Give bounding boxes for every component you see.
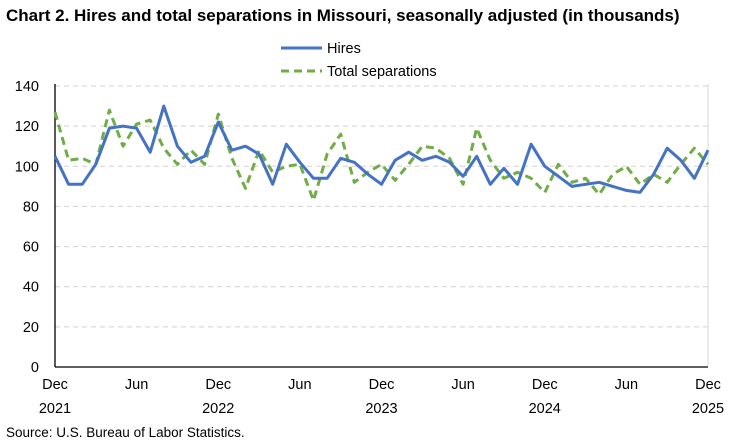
- x-tick-month: Dec: [42, 377, 68, 393]
- x-tick-year: 2025: [692, 401, 724, 417]
- y-tick-label: 60: [23, 240, 39, 256]
- x-tick-month: Jun: [615, 377, 638, 393]
- y-tick-label: 40: [23, 280, 39, 296]
- y-tick-label: 80: [23, 199, 39, 215]
- y-tick-label: 100: [15, 159, 39, 175]
- series-line-hires: [53, 104, 710, 194]
- x-tick-month: Dec: [532, 377, 558, 393]
- y-tick-label: 20: [23, 320, 39, 336]
- x-tick-year: 2021: [39, 401, 71, 417]
- y-tick-label: 120: [15, 119, 39, 135]
- x-tick-month: Jun: [288, 377, 311, 393]
- x-tick-year: 2022: [202, 401, 234, 417]
- legend-label: Total separations: [327, 64, 437, 80]
- legend-label: Hires: [327, 41, 361, 57]
- chart-source: Source: U.S. Bureau of Labor Statistics.: [6, 425, 245, 440]
- y-tick-label: 140: [15, 79, 39, 95]
- x-tick-year: 2024: [529, 401, 561, 417]
- chart-title: Chart 2. Hires and total separations in …: [6, 6, 680, 25]
- x-tick-month: Jun: [451, 377, 474, 393]
- y-tick-label: 0: [31, 360, 39, 376]
- x-tick-month: Dec: [205, 377, 231, 393]
- x-tick-month: Jun: [125, 377, 148, 393]
- x-tick-month: Dec: [369, 377, 395, 393]
- x-tick-month: Dec: [695, 377, 721, 393]
- x-tick-year: 2023: [365, 401, 397, 417]
